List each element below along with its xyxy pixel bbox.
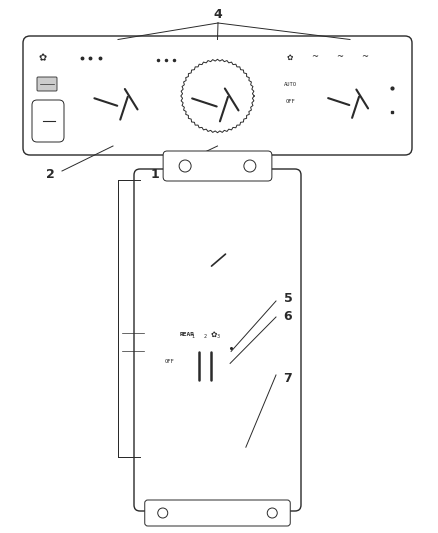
FancyBboxPatch shape bbox=[134, 169, 301, 511]
Text: ✿: ✿ bbox=[210, 330, 216, 339]
Text: ~: ~ bbox=[361, 52, 368, 61]
Circle shape bbox=[194, 461, 202, 469]
Circle shape bbox=[158, 508, 168, 518]
FancyBboxPatch shape bbox=[120, 325, 146, 359]
Text: ✿: ✿ bbox=[39, 53, 47, 63]
Circle shape bbox=[267, 508, 277, 518]
Text: OFF: OFF bbox=[164, 359, 174, 364]
Text: 1: 1 bbox=[151, 168, 159, 182]
FancyBboxPatch shape bbox=[145, 500, 290, 526]
Text: ~: ~ bbox=[311, 52, 318, 61]
Text: 7: 7 bbox=[284, 372, 293, 384]
FancyBboxPatch shape bbox=[32, 100, 64, 142]
Text: OFF: OFF bbox=[285, 100, 295, 104]
Text: ✿: ✿ bbox=[287, 52, 293, 61]
FancyBboxPatch shape bbox=[163, 151, 272, 181]
Bar bbox=[118, 180, 140, 457]
FancyBboxPatch shape bbox=[23, 36, 412, 155]
Text: 3: 3 bbox=[216, 334, 220, 339]
Text: 6: 6 bbox=[284, 311, 292, 324]
Text: 2: 2 bbox=[46, 168, 54, 182]
Text: 2: 2 bbox=[204, 334, 207, 339]
Text: 5: 5 bbox=[284, 292, 293, 304]
Text: AUTO: AUTO bbox=[283, 83, 297, 87]
Text: 4: 4 bbox=[214, 9, 223, 21]
Text: 1: 1 bbox=[191, 334, 194, 339]
Circle shape bbox=[244, 160, 256, 172]
FancyBboxPatch shape bbox=[37, 77, 57, 91]
Text: ~: ~ bbox=[336, 52, 343, 61]
Circle shape bbox=[179, 160, 191, 172]
Text: REAR: REAR bbox=[180, 332, 195, 337]
